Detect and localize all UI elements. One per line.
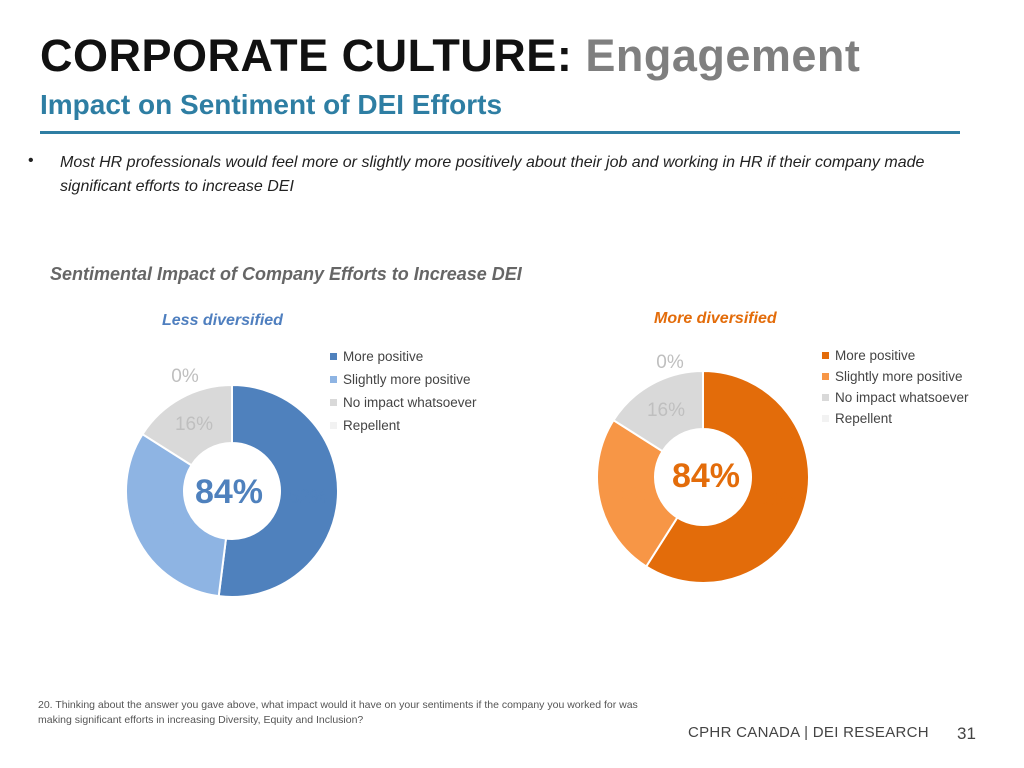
bullet-text: Most HR professionals would feel more or… bbox=[60, 154, 925, 195]
page-title: CORPORATE CULTURE: Engagement bbox=[40, 30, 860, 82]
donut-slice-less-2 bbox=[141, 383, 233, 467]
legend-item: No impact whatsoever bbox=[330, 391, 477, 414]
legend-less-diversified: More positive Slightly more positive No … bbox=[330, 345, 477, 437]
page-number: 31 bbox=[957, 724, 976, 743]
title-main: CORPORATE CULTURE: bbox=[40, 30, 573, 81]
legend-more-diversified: More positive Slightly more positive No … bbox=[822, 345, 969, 429]
data-label-more-0: 59% bbox=[759, 489, 797, 510]
data-label-more-1: 25% bbox=[609, 484, 647, 505]
legend-label: Slightly more positive bbox=[835, 369, 963, 384]
footer-brand: CPHR CANADA | DEI RESEARCH bbox=[688, 724, 929, 741]
legend-item: Repellent bbox=[330, 414, 477, 437]
donut-slice-less-1 bbox=[125, 432, 228, 598]
data-label-more-2: 16% bbox=[647, 400, 685, 421]
legend-swatch bbox=[330, 399, 337, 406]
legend-swatch bbox=[330, 353, 337, 360]
legend-swatch bbox=[822, 394, 829, 401]
legend-item: Slightly more positive bbox=[330, 368, 477, 391]
footnote: 20. Thinking about the answer you gave a… bbox=[38, 699, 638, 726]
legend-label: Repellent bbox=[835, 411, 893, 426]
data-label-less-1: 32% bbox=[141, 515, 179, 536]
legend-swatch bbox=[330, 376, 337, 383]
title-accent: Engagement bbox=[585, 30, 861, 81]
page-subtitle: Impact on Sentiment of DEI Efforts bbox=[40, 89, 503, 120]
donut-slice-more-1 bbox=[596, 418, 679, 568]
donut-slice-more-2 bbox=[612, 369, 704, 453]
legend-label: Slightly more positive bbox=[343, 372, 471, 387]
legend-item: Slightly more positive bbox=[822, 366, 969, 387]
center-label-less: 84% bbox=[195, 473, 263, 511]
chart-section-title: Sentimental Impact of Company Efforts to… bbox=[50, 264, 522, 284]
legend-item: Repellent bbox=[822, 408, 969, 429]
chart-subtitle-more-diversified: More diversified bbox=[654, 310, 777, 327]
legend-label: Repellent bbox=[343, 418, 401, 433]
legend-swatch bbox=[822, 352, 829, 359]
legend-swatch bbox=[822, 415, 829, 422]
center-label-more: 84% bbox=[672, 457, 740, 495]
legend-item: More positive bbox=[330, 345, 477, 368]
donut-slice-more-0 bbox=[644, 369, 810, 584]
chart-subtitle-less-diversified: Less diversified bbox=[162, 312, 283, 329]
data-label-more-3: 0% bbox=[656, 352, 684, 373]
legend-swatch bbox=[822, 373, 829, 380]
donut-slice-less-0 bbox=[217, 383, 339, 598]
legend-label: No impact whatsoever bbox=[343, 395, 477, 410]
data-label-less-3: 0% bbox=[171, 366, 199, 387]
legend-item: No impact whatsoever bbox=[822, 387, 969, 408]
legend-label: More positive bbox=[835, 348, 916, 363]
data-label-less-2: 16% bbox=[175, 414, 213, 435]
legend-swatch bbox=[330, 422, 337, 429]
legend-label: No impact whatsoever bbox=[835, 390, 969, 405]
data-label-less-0: 52% bbox=[289, 487, 327, 508]
legend-item: More positive bbox=[822, 345, 969, 366]
bullet-marker: • bbox=[28, 152, 34, 169]
legend-label: More positive bbox=[343, 349, 424, 364]
title-divider bbox=[40, 131, 960, 134]
